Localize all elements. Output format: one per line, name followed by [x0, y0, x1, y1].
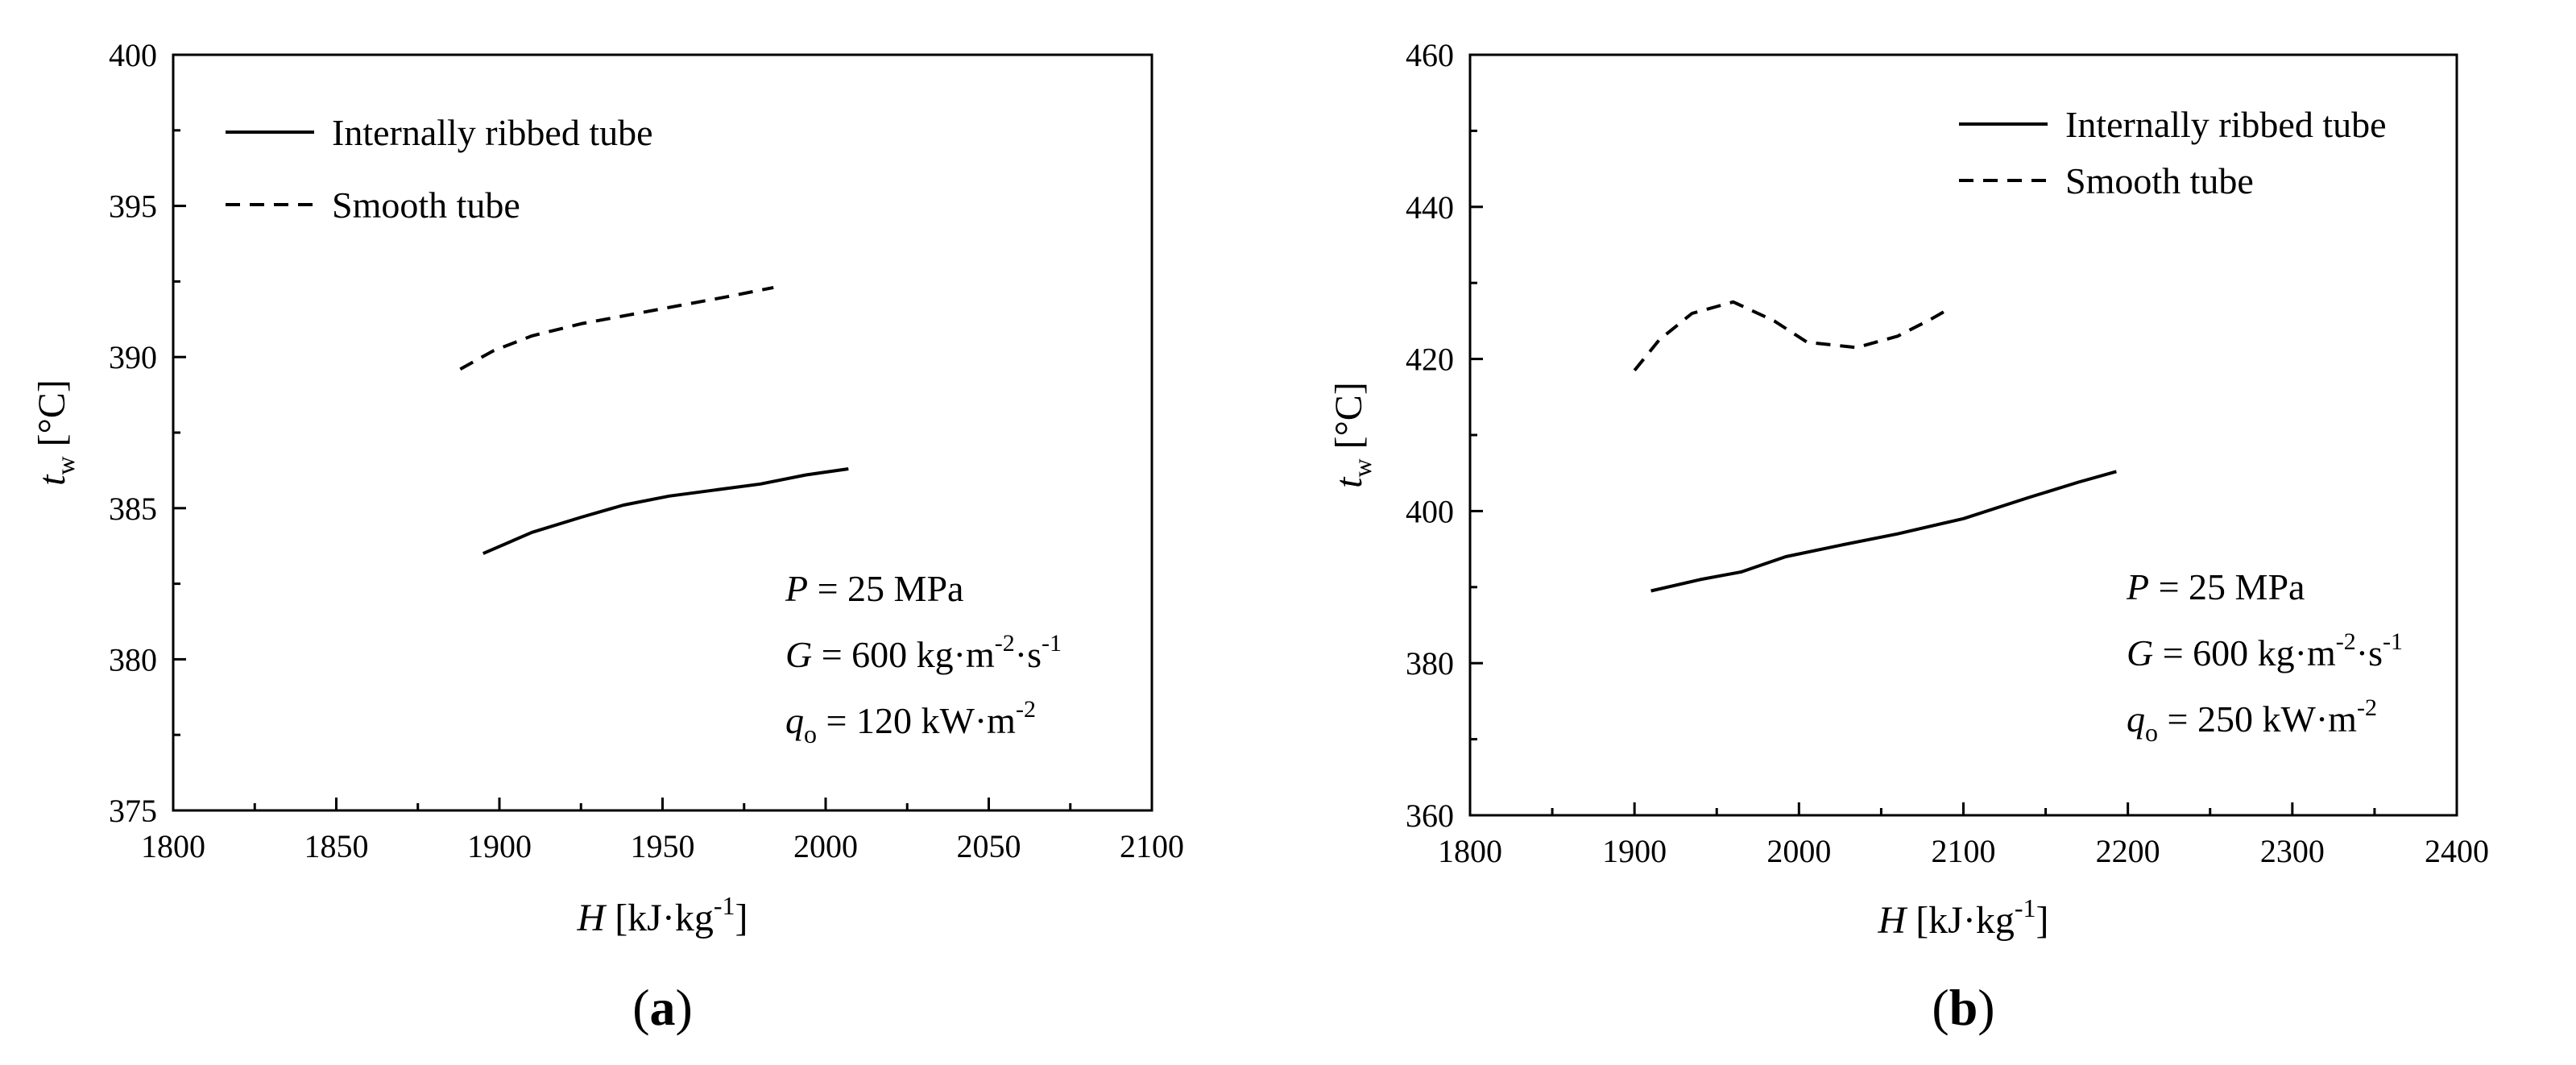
- x-axis-title: H [kJ·kg-1]: [1878, 893, 2049, 942]
- condition-annotation: G = 600 kg·m-2·s-1: [785, 630, 1062, 675]
- x-tick-label: 2050: [957, 828, 1021, 864]
- y-tick-label: 375: [109, 793, 157, 829]
- legend-label: Smooth tube: [2065, 160, 2254, 201]
- series-line-internally-ribbed-tube: [1650, 470, 2117, 593]
- chart-panel-b: 1800 1900 2000 2100 2200 2300 2400 360 380 400 420…: [1327, 37, 2489, 1036]
- y-axis-title: tw [°C]: [31, 379, 80, 486]
- x-tick-label: 1950: [631, 828, 695, 864]
- series-line-smooth-tube: [459, 285, 774, 371]
- x-tick-label: 1850: [304, 828, 369, 864]
- x-tick-label: 2400: [2425, 833, 2489, 869]
- x-tick-label: 2100: [1932, 833, 1996, 869]
- plot-frame: [172, 53, 1153, 812]
- x-tick-label: 1800: [141, 828, 205, 864]
- y-tick-label: 385: [109, 491, 157, 527]
- x-tick-label: 2100: [1120, 828, 1184, 864]
- legend-label: Internally ribbed tube: [332, 112, 653, 153]
- y-tick-label: 420: [1406, 342, 1454, 378]
- x-axis-title: H [kJ·kg-1]: [577, 891, 748, 939]
- condition-annotation: qo = 250 kW·m-2: [2127, 694, 2377, 747]
- y-tick-label: 400: [109, 37, 157, 73]
- y-tick-label: 380: [109, 641, 157, 678]
- condition-annotation: P = 25 MPa: [2126, 566, 2305, 607]
- y-tick-label: 390: [109, 339, 157, 375]
- y-tick-label: 380: [1406, 645, 1454, 682]
- y-tick-label: 400: [1406, 493, 1454, 529]
- panel-label: (b): [1932, 979, 1994, 1036]
- x-tick-label: 1900: [1602, 833, 1667, 869]
- x-tick-label: 2000: [1766, 833, 1831, 869]
- y-tick-label: 440: [1406, 189, 1454, 226]
- x-tick-label: 2200: [2096, 833, 2160, 869]
- x-tick-label: 1900: [467, 828, 532, 864]
- y-tick-label: 395: [109, 189, 157, 225]
- chart-panel-a: 1800 1850 1900 1950 2000 2050 2100 375 380 385 390…: [31, 37, 1184, 1036]
- legend-label: Internally ribbed tube: [2065, 104, 2387, 145]
- y-tick-label: 360: [1406, 798, 1454, 834]
- x-tick-label: 2000: [793, 828, 858, 864]
- series-line-smooth-tube: [1633, 300, 1953, 372]
- condition-annotation: P = 25 MPa: [785, 568, 963, 609]
- x-tick-label: 1800: [1438, 833, 1502, 869]
- legend-label: Smooth tube: [332, 184, 520, 226]
- x-tick-label: 2300: [2260, 833, 2325, 869]
- series-line-internally-ribbed-tube: [482, 467, 849, 555]
- y-axis-title: tw [°C]: [1327, 382, 1377, 488]
- panel-label: (a): [632, 979, 693, 1036]
- condition-annotation: G = 600 kg·m-2·s-1: [2127, 628, 2403, 673]
- condition-annotation: qo = 120 kW·m-2: [785, 696, 1036, 748]
- y-tick-label: 460: [1406, 37, 1454, 73]
